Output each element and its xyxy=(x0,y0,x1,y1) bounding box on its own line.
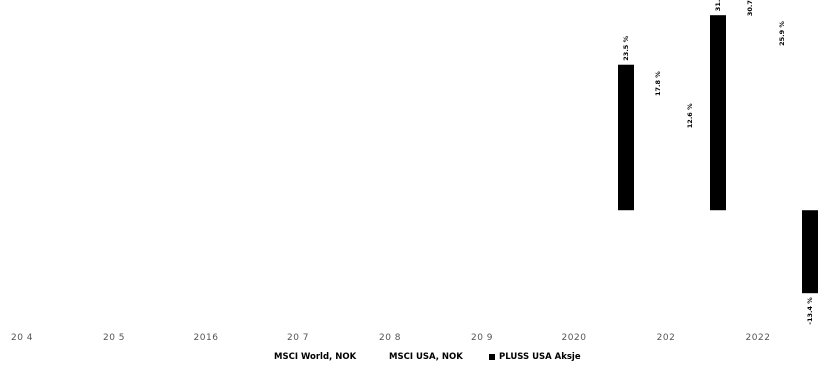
x-tick-label: 20 8 xyxy=(379,333,401,343)
legend-label-pluss-usa-aksje: PLUSS USA Aksje xyxy=(499,352,581,362)
data-label: 25.9 % xyxy=(778,21,786,46)
x-tick-label: 202 xyxy=(657,333,676,343)
bar xyxy=(774,49,790,211)
bar xyxy=(682,132,698,211)
legend: MSCI World, NOK MSCI USA, NOK PLUSS USA … xyxy=(0,352,828,365)
legend-label-msci-world: MSCI World, NOK xyxy=(274,352,357,362)
bar xyxy=(742,20,758,211)
data-label: 30.7 % xyxy=(746,0,754,16)
bar xyxy=(650,100,666,211)
legend-item-pluss-usa-aksje: PLUSS USA Aksje xyxy=(489,352,581,362)
legend-label-msci-usa: MSCI USA, NOK xyxy=(389,352,463,362)
x-tick-label: 2016 xyxy=(194,333,219,343)
x-tick-label: 20 4 xyxy=(11,333,33,343)
data-labels: 23.5 % 17.8 % 12.6 % 31.5 % 30.7 % 25.9 % -13.… xyxy=(622,0,814,325)
x-axis-ticks: 20 4 20 5 2016 20 7 20 8 20 9 2020 202 2022 xyxy=(11,333,770,343)
x-tick-label: 20 9 xyxy=(471,333,493,343)
data-label: 31.5 % xyxy=(714,0,722,11)
data-label: 12.6 % xyxy=(686,103,694,128)
data-label: 23.5 % xyxy=(622,35,630,60)
data-label: 17.8 % xyxy=(654,71,662,96)
bars xyxy=(618,15,818,294)
x-tick-label: 2022 xyxy=(746,333,771,343)
x-tick-label: 20 5 xyxy=(103,333,125,343)
bar xyxy=(710,15,726,211)
bar xyxy=(802,210,818,294)
x-tick-label: 20 7 xyxy=(287,333,309,343)
bar xyxy=(618,64,634,211)
legend-item-msci-world: MSCI World, NOK xyxy=(274,352,356,362)
legend-item-msci-usa: MSCI USA, NOK xyxy=(389,352,463,362)
x-tick-label: 2020 xyxy=(562,333,587,343)
data-label: -13.4 % xyxy=(806,297,814,325)
bar-chart: 20 4 20 5 2016 20 7 20 8 20 9 2020 202 2022 23.5… xyxy=(11,0,818,343)
legend-swatch-pluss-usa-aksje xyxy=(489,354,495,360)
